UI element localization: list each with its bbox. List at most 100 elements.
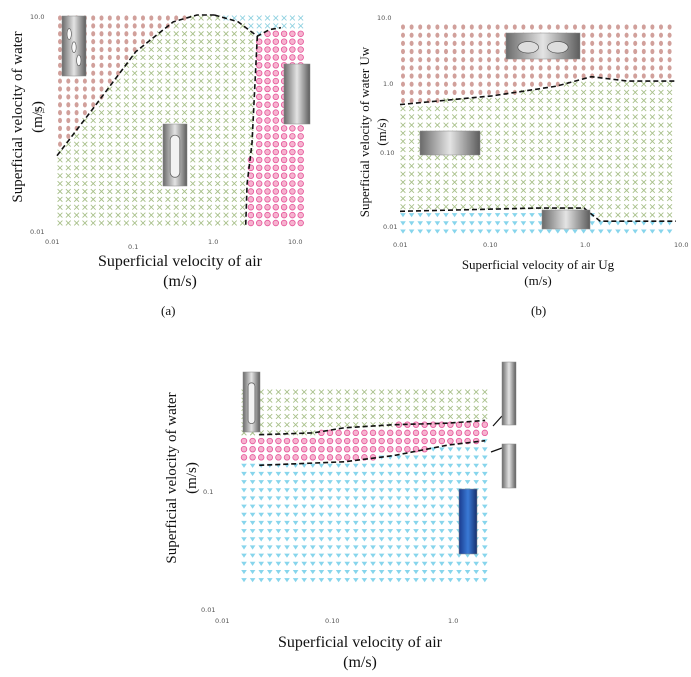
data-point bbox=[615, 171, 621, 177]
data-point bbox=[434, 213, 441, 218]
data-point bbox=[447, 389, 454, 395]
data-point bbox=[421, 471, 428, 477]
data-point bbox=[572, 229, 578, 234]
data-point bbox=[477, 163, 484, 169]
x-tick: 10.0 bbox=[288, 238, 303, 246]
data-point bbox=[231, 78, 238, 84]
data-point bbox=[473, 421, 480, 428]
data-point bbox=[396, 389, 402, 395]
data-point bbox=[649, 130, 656, 136]
data-point bbox=[547, 65, 552, 71]
data-point bbox=[494, 138, 501, 145]
data-point bbox=[632, 204, 638, 210]
data-point bbox=[264, 38, 271, 45]
data-point bbox=[434, 122, 441, 128]
data-point bbox=[555, 24, 560, 30]
data-point bbox=[214, 94, 221, 100]
data-point bbox=[301, 520, 307, 526]
data-point bbox=[503, 221, 509, 226]
data-point bbox=[280, 30, 288, 37]
data-point bbox=[387, 553, 393, 558]
data-point bbox=[658, 105, 664, 112]
data-point bbox=[641, 171, 647, 177]
data-point bbox=[301, 569, 307, 575]
data-point bbox=[461, 89, 466, 95]
data-point bbox=[469, 229, 475, 234]
data-point bbox=[641, 73, 646, 79]
data-point bbox=[239, 62, 246, 69]
data-point bbox=[641, 105, 647, 112]
data-point bbox=[353, 397, 359, 403]
data-point bbox=[387, 512, 393, 517]
data-point bbox=[421, 437, 428, 445]
data-point bbox=[370, 463, 376, 468]
data-point bbox=[447, 463, 454, 468]
data-point bbox=[632, 114, 638, 120]
data-point bbox=[258, 529, 264, 534]
data-point bbox=[327, 405, 333, 412]
data-point bbox=[512, 163, 518, 169]
data-point bbox=[181, 212, 188, 218]
data-point bbox=[181, 38, 188, 45]
data-point bbox=[623, 114, 630, 120]
data-point bbox=[641, 138, 647, 145]
data-point bbox=[400, 204, 406, 210]
data-point bbox=[641, 81, 647, 87]
data-point bbox=[131, 86, 138, 92]
data-point bbox=[272, 180, 279, 187]
data-point bbox=[156, 188, 163, 195]
data-point bbox=[173, 78, 179, 84]
data-point bbox=[214, 46, 221, 53]
data-point bbox=[301, 397, 307, 403]
data-point bbox=[173, 54, 179, 61]
data-point bbox=[231, 23, 238, 29]
data-point bbox=[486, 114, 492, 120]
data-point bbox=[537, 171, 544, 177]
data-point bbox=[231, 196, 238, 203]
data-point bbox=[66, 110, 71, 116]
data-point bbox=[361, 405, 368, 412]
data-point bbox=[641, 221, 647, 226]
data-point bbox=[344, 421, 350, 428]
data-point bbox=[400, 171, 406, 177]
data-point bbox=[241, 537, 247, 542]
data-point bbox=[223, 157, 229, 163]
data-point bbox=[421, 512, 428, 517]
data-point bbox=[256, 46, 263, 53]
data-point bbox=[387, 405, 393, 412]
data-point bbox=[284, 512, 290, 517]
data-point bbox=[297, 219, 304, 227]
data-point bbox=[98, 204, 105, 210]
data-point bbox=[477, 171, 484, 177]
data-point bbox=[361, 488, 368, 493]
data-point bbox=[378, 545, 385, 550]
data-point bbox=[563, 97, 570, 104]
data-point bbox=[512, 73, 517, 79]
data-point bbox=[473, 553, 479, 558]
data-point bbox=[624, 24, 629, 30]
data-point bbox=[310, 512, 316, 517]
data-point bbox=[91, 23, 96, 29]
data-point bbox=[520, 155, 527, 161]
data-point bbox=[623, 105, 630, 112]
data-point bbox=[272, 38, 279, 45]
data-point bbox=[99, 15, 104, 21]
data-point bbox=[443, 179, 449, 185]
data-point bbox=[615, 155, 621, 161]
data-point bbox=[82, 149, 88, 155]
data-point bbox=[641, 130, 647, 136]
data-point bbox=[547, 81, 552, 87]
data-point bbox=[258, 520, 264, 526]
data-point bbox=[198, 165, 204, 171]
data-point bbox=[258, 561, 264, 566]
data-point bbox=[283, 454, 291, 461]
data-point bbox=[131, 78, 138, 84]
data-point bbox=[148, 70, 155, 76]
data-point bbox=[495, 81, 500, 87]
data-point bbox=[555, 89, 561, 96]
data-point bbox=[598, 171, 604, 177]
data-point bbox=[632, 195, 638, 202]
data-point bbox=[564, 73, 569, 79]
data-point bbox=[378, 429, 385, 437]
data-point bbox=[482, 520, 488, 526]
